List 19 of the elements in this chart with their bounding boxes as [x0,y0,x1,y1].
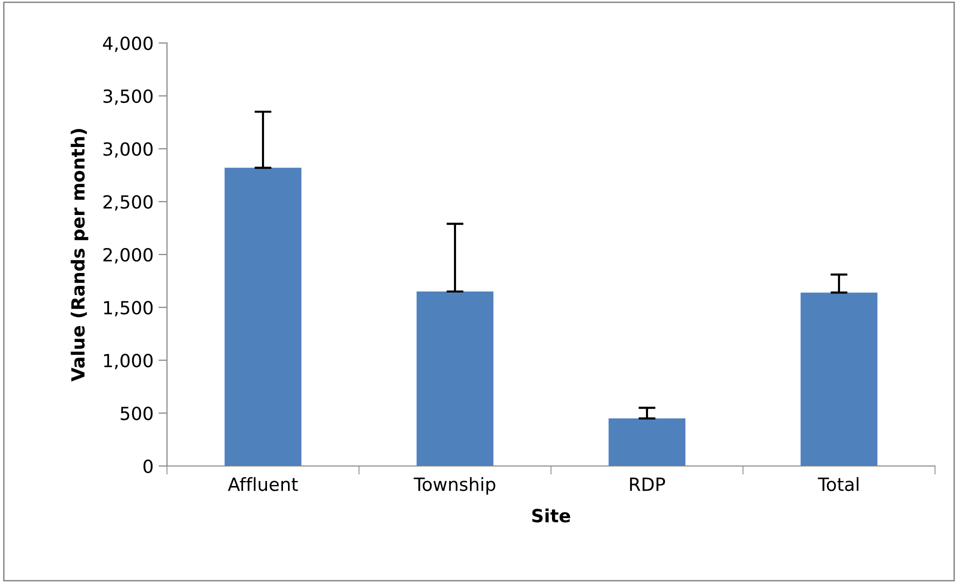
y-tick-label: 4,000 [103,36,153,52]
y-tick-label: 1,500 [104,300,153,316]
x-tick-label: Affluent [228,477,298,492]
x-axis-title: Site [532,508,570,522]
bar [800,292,878,466]
y-tick-label: 3,500 [103,89,153,105]
y-tick-label: 500 [120,406,153,420]
y-tick-label: 3,000 [103,142,153,158]
y-tick-label: 2,500 [103,195,153,211]
y-axis-title: Value (Rands per month) [70,129,88,382]
x-tick-label: RDP [630,478,666,491]
bar [416,292,494,466]
bar [608,418,686,466]
x-tick-label: Total [818,477,858,492]
y-tick-label: 0 [144,459,153,474]
y-tick-label: 1,000 [104,354,153,370]
x-tick-label: Township [414,477,496,495]
y-tick-label: 2,000 [103,248,153,264]
bar [224,168,302,466]
